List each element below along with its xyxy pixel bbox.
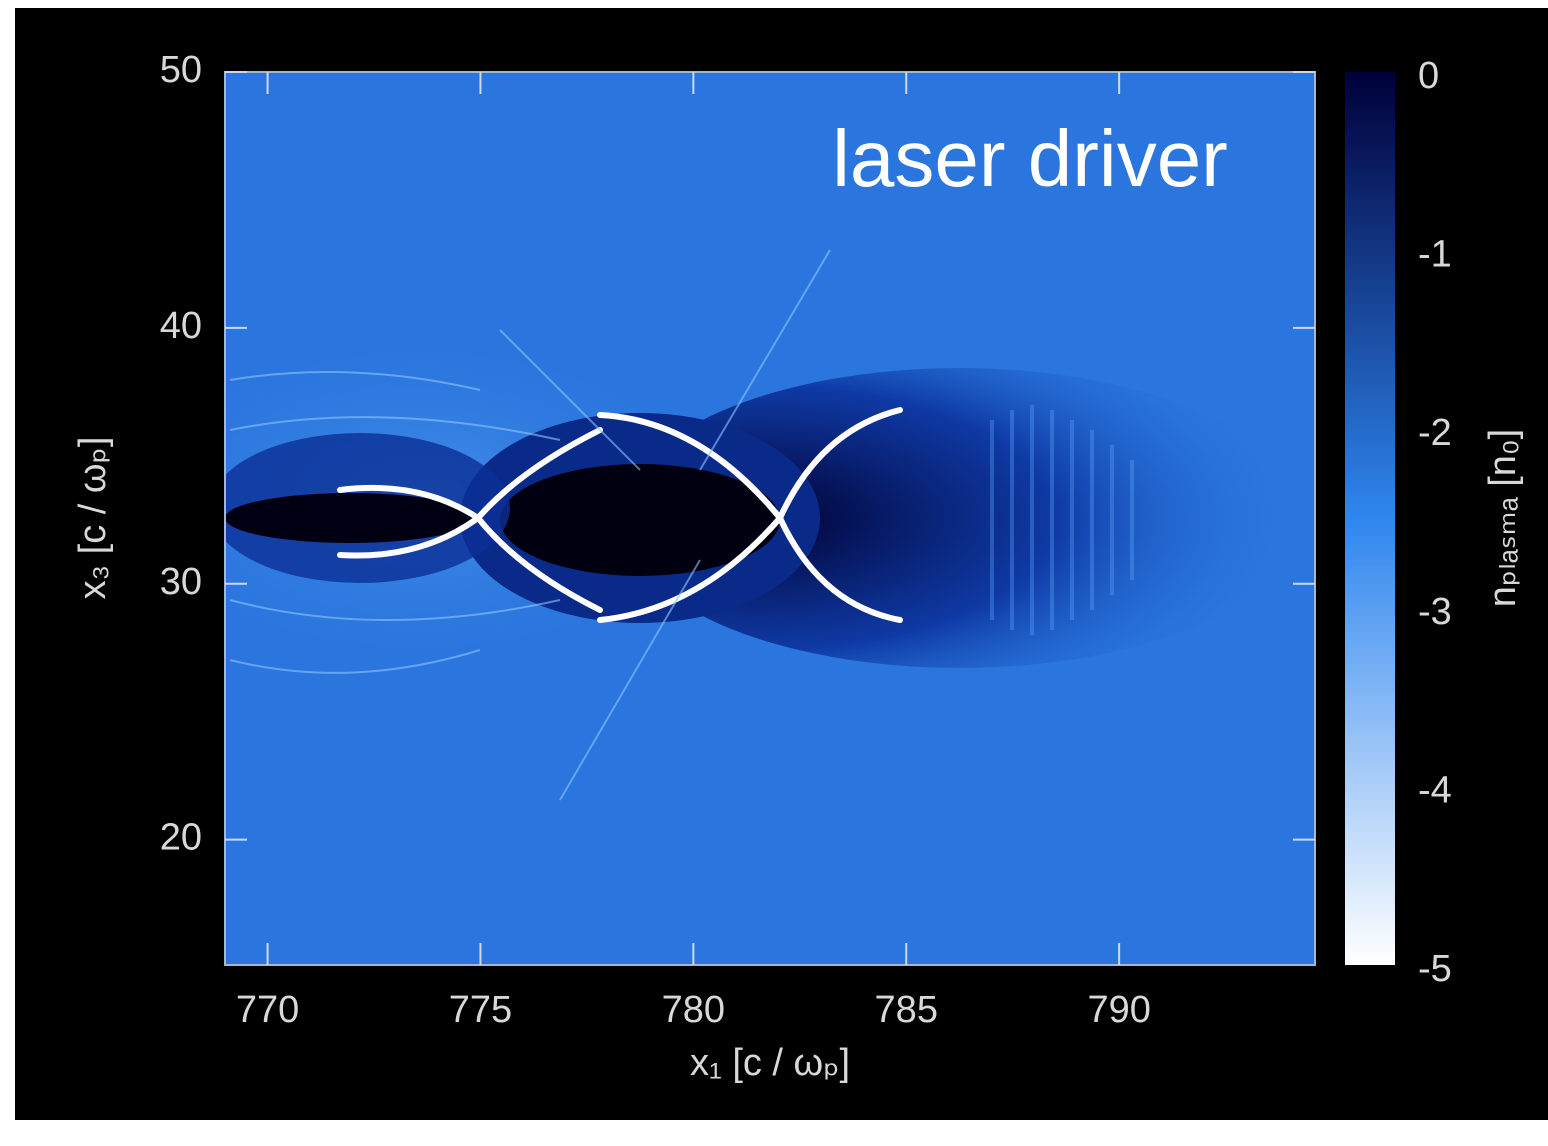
colorbar-tick-label: -5: [1418, 948, 1452, 990]
colorbar: [1345, 72, 1395, 965]
density-field: [100, 72, 1315, 965]
colorbar-tick-label: -4: [1418, 769, 1452, 811]
colorbar-tick-label: -3: [1418, 591, 1452, 633]
annotation: laser driver: [832, 114, 1228, 203]
x-tick-label: 770: [236, 989, 299, 1031]
x-tick-label: 775: [449, 989, 512, 1031]
colorbar-tick-label: -1: [1418, 234, 1452, 276]
y-tick-label: 20: [160, 817, 202, 859]
x-tick-label: 780: [662, 989, 725, 1031]
y-tick-label: 30: [160, 561, 202, 603]
y-tick-label: 50: [160, 49, 202, 91]
y-axis-label: x₃ [c / ωₚ]: [72, 437, 114, 600]
colorbar-label: nₚₗₐₛₘₐ [n₀]: [1482, 429, 1524, 607]
y-tick-label: 40: [160, 305, 202, 347]
colorbar-tick-label: -2: [1418, 412, 1452, 454]
x-tick-label: 785: [875, 989, 938, 1031]
x-axis-label: x₁ [c / ωₚ]: [690, 1042, 850, 1084]
x-tick-label: 790: [1087, 989, 1150, 1031]
chart: laser driver x₁ [c / ωₚ] x₃ [c / ωₚ] nₚₗ…: [0, 0, 1548, 1146]
colorbar-tick-label: 0: [1418, 55, 1439, 97]
